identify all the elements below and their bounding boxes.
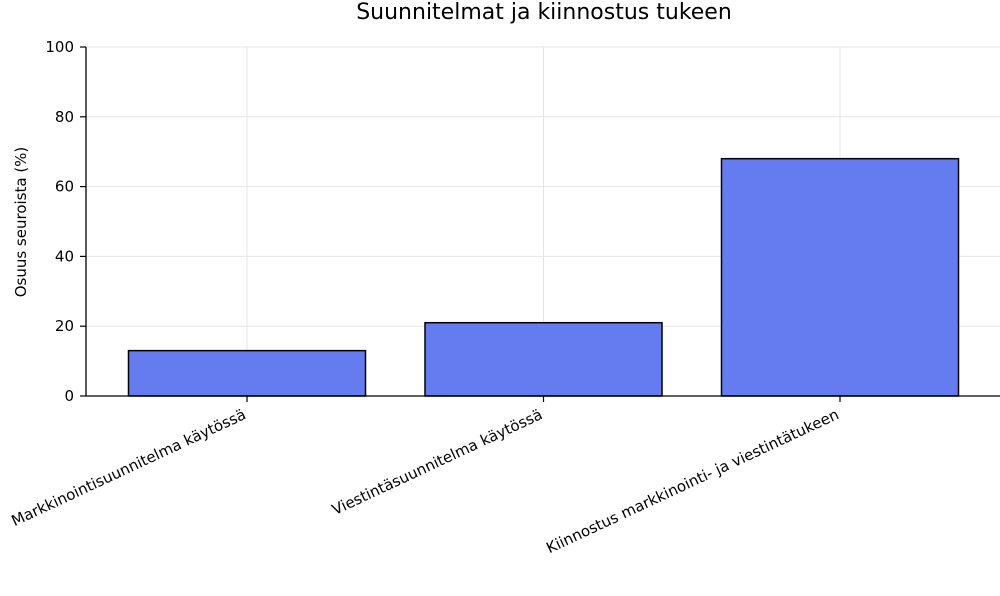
y-ticks: 0 20 40 60 80 100: [45, 38, 86, 405]
y-tick-label: 60: [55, 178, 74, 196]
x-tick-label: Kiinnostus markkinointi- ja viestintätuk…: [544, 405, 842, 557]
bar: [127, 349, 367, 397]
y-tick-label: 40: [55, 247, 74, 265]
bars: [127, 157, 960, 397]
x-ticks: Markkinointisuunnitelma käytössä Viestint…: [9, 396, 842, 557]
x-tick-label: Markkinointisuunnitelma käytössä: [9, 405, 249, 530]
y-axis-label: Osuus seuroista (%): [12, 147, 30, 298]
y-tick-label: 0: [64, 387, 74, 405]
bar: [424, 321, 663, 397]
bar: [720, 157, 960, 397]
x-tick-label: Viestintäsuunnitelma käytössä: [329, 405, 545, 519]
chart-title: Suunnitelmat ja kiinnostus tukeen: [356, 0, 732, 25]
y-tick-label: 80: [55, 108, 74, 126]
y-tick-label: 100: [45, 38, 74, 56]
y-tick-label: 20: [55, 317, 74, 335]
